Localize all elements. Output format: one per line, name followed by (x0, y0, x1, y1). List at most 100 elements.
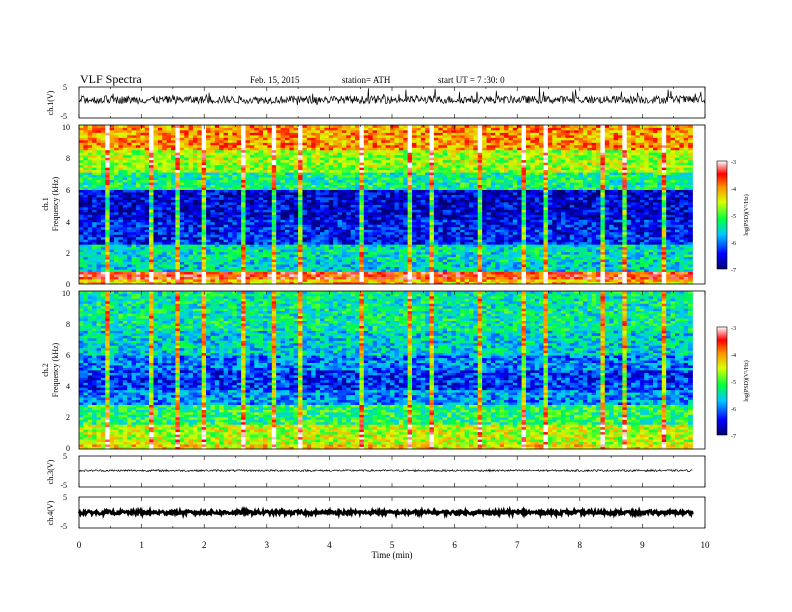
spectrogram-cell (188, 149, 194, 153)
spectrogram-cell (197, 249, 203, 253)
spectrogram-cell (333, 249, 338, 253)
spectrogram-cell (359, 274, 365, 277)
spectrogram-cell (171, 259, 176, 263)
spectrogram-cell (122, 229, 128, 233)
spectrogram-cell (328, 159, 334, 163)
spectrogram-cell (280, 241, 286, 245)
spectrogram-cell (350, 169, 356, 173)
spectrogram-cell (105, 174, 111, 178)
spectrogram-cell (241, 214, 246, 218)
spectrogram-cell (223, 269, 229, 272)
spectrogram-cell (350, 187, 356, 190)
spectrogram-cell (403, 167, 409, 171)
spectrogram-cell (284, 127, 290, 131)
spectrogram-cell (131, 239, 137, 243)
spectrogram-cell (223, 224, 229, 228)
spectrogram-cell (355, 142, 360, 146)
spectrogram-cell (363, 244, 369, 248)
spectrogram-no-data-region (692, 125, 705, 284)
spectrogram-cell (214, 154, 220, 158)
spectrogram-cell (403, 179, 409, 183)
spectrogram-cell (140, 266, 146, 270)
spectrogram-cell (341, 202, 347, 205)
spectrogram-cell (79, 159, 84, 163)
spectrogram-cell (333, 204, 338, 208)
spectrogram-cell (249, 159, 255, 163)
spectrogram-cell (232, 167, 238, 171)
spectrogram-cell (324, 204, 330, 208)
spectrogram-cell (394, 154, 400, 158)
spectrogram-cell (210, 132, 216, 136)
spectrogram-cell (131, 189, 137, 193)
spectrogram-cell (363, 264, 369, 268)
ch1-waveform-frame (78, 86, 706, 119)
spectrogram-cell (254, 276, 260, 280)
spectrogram-cell (92, 182, 97, 186)
spectrogram-cell (157, 281, 163, 285)
spectrogram-cell (284, 184, 290, 188)
spectrogram-cell (135, 137, 141, 141)
spectrogram-cell (179, 259, 185, 263)
spectrogram-cell (223, 226, 229, 230)
spectrogram-cell (267, 177, 273, 181)
ch1-spectrogram-panel: 10 8 6 4 2 0 ch.1 Frequency (kHz) (41, 123, 706, 289)
spectrogram-cell (328, 152, 334, 156)
spectrogram-cell (144, 206, 150, 210)
spectrogram-cell (157, 184, 163, 188)
spectrogram-cell (315, 234, 321, 238)
spectrogram-cell (271, 261, 277, 265)
spectrogram-cell (276, 231, 281, 235)
spectrogram-cell (311, 189, 317, 193)
spectrogram-cell (267, 251, 273, 255)
spectrogram-cell (412, 254, 417, 258)
spectrogram-cell (179, 144, 185, 148)
spectrogram-cell (381, 216, 387, 220)
spectrogram-cell (96, 182, 102, 186)
spectrogram-cell (92, 259, 97, 263)
spectrogram-cell (346, 132, 352, 136)
spectrogram-cell (188, 159, 194, 163)
spectrogram-cell (188, 177, 194, 181)
spectrogram-cell (284, 226, 290, 230)
spectrogram-cell (254, 226, 260, 230)
spectrogram-cell (341, 281, 347, 285)
spectrogram-cell (192, 159, 198, 163)
spectrogram-cell (284, 134, 290, 138)
spectrogram-cell (236, 154, 242, 158)
spectrogram-cell (100, 172, 106, 176)
spectrogram-cell (315, 177, 321, 181)
spectrogram-cell (232, 197, 238, 200)
spectrogram-cell (311, 246, 317, 250)
spectrogram-cell (398, 152, 404, 156)
spectrogram-cell (381, 219, 387, 223)
spectrogram-cell (135, 249, 141, 253)
spectrogram-cell (363, 152, 369, 156)
spectrogram-cell (214, 249, 220, 253)
spectrogram-cell (333, 256, 338, 260)
spectrogram-cell (394, 279, 400, 282)
spectrogram-cell (92, 169, 97, 173)
spectrogram-cell (346, 254, 352, 258)
spectrogram-cell (276, 169, 281, 173)
spectrogram-cell (192, 244, 198, 248)
spectrogram-cell (324, 259, 330, 263)
spectrogram-cell (263, 264, 268, 268)
spectrogram-cell (96, 202, 102, 205)
spectrogram-cell (179, 221, 185, 225)
spectrogram-cell (302, 214, 308, 218)
spectrogram-cell (333, 147, 338, 151)
spectrogram-cell (302, 172, 308, 176)
spectrogram-cell (324, 129, 330, 133)
spectrogram-cell (131, 259, 137, 263)
spectrogram-cell (92, 219, 97, 223)
spectrogram-cell (100, 259, 106, 263)
spectrogram-cell (372, 147, 378, 151)
spectrogram-cell (390, 219, 395, 223)
spectrogram-cell (100, 157, 106, 161)
spectrogram-cell (337, 159, 343, 163)
spectrogram-cell (403, 184, 409, 188)
spectrogram-cell (96, 261, 102, 265)
spectrogram-cell (201, 134, 207, 138)
spectrogram-cell (109, 164, 115, 168)
spectrogram-cell (206, 246, 211, 250)
